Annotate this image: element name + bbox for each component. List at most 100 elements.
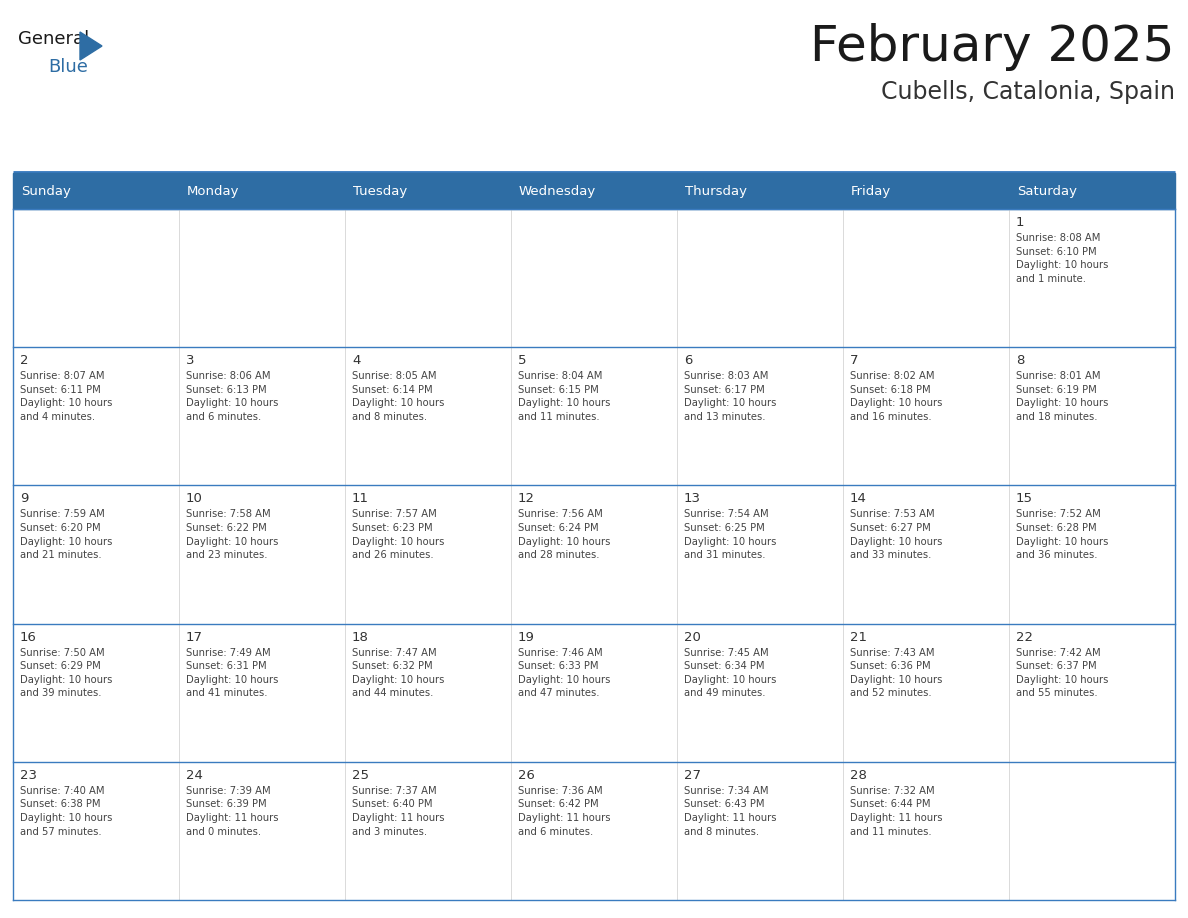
Text: Sunrise: 7:39 AM
Sunset: 6:39 PM
Daylight: 11 hours
and 0 minutes.: Sunrise: 7:39 AM Sunset: 6:39 PM Dayligh… [187, 786, 278, 836]
Text: Saturday: Saturday [1017, 185, 1078, 197]
Text: Sunrise: 7:57 AM
Sunset: 6:23 PM
Daylight: 10 hours
and 26 minutes.: Sunrise: 7:57 AM Sunset: 6:23 PM Dayligh… [352, 509, 444, 560]
Text: Sunday: Sunday [21, 185, 71, 197]
Bar [179, 209, 345, 347]
Bar [511, 762, 677, 900]
Bar [13, 762, 179, 900]
Bar [1009, 762, 1175, 900]
Text: 23: 23 [20, 768, 37, 782]
Text: 20: 20 [684, 631, 701, 644]
Text: Sunrise: 7:46 AM
Sunset: 6:33 PM
Daylight: 10 hours
and 47 minutes.: Sunrise: 7:46 AM Sunset: 6:33 PM Dayligh… [518, 647, 611, 699]
Text: Sunrise: 7:52 AM
Sunset: 6:28 PM
Daylight: 10 hours
and 36 minutes.: Sunrise: 7:52 AM Sunset: 6:28 PM Dayligh… [1016, 509, 1108, 560]
Bar [345, 486, 511, 623]
Text: 2: 2 [20, 354, 29, 367]
Text: Sunrise: 7:32 AM
Sunset: 6:44 PM
Daylight: 11 hours
and 11 minutes.: Sunrise: 7:32 AM Sunset: 6:44 PM Dayligh… [849, 786, 942, 836]
Bar [511, 173, 677, 209]
Text: Blue: Blue [48, 58, 88, 76]
Text: Sunrise: 7:58 AM
Sunset: 6:22 PM
Daylight: 10 hours
and 23 minutes.: Sunrise: 7:58 AM Sunset: 6:22 PM Dayligh… [187, 509, 278, 560]
Bar [1009, 623, 1175, 762]
Text: Sunrise: 7:56 AM
Sunset: 6:24 PM
Daylight: 10 hours
and 28 minutes.: Sunrise: 7:56 AM Sunset: 6:24 PM Dayligh… [518, 509, 611, 560]
Bar [1009, 173, 1175, 209]
Bar [345, 347, 511, 486]
Bar [511, 623, 677, 762]
Bar [677, 173, 843, 209]
Text: Sunrise: 8:01 AM
Sunset: 6:19 PM
Daylight: 10 hours
and 18 minutes.: Sunrise: 8:01 AM Sunset: 6:19 PM Dayligh… [1016, 371, 1108, 422]
Text: 12: 12 [518, 492, 535, 506]
Text: 17: 17 [187, 631, 203, 644]
Text: Wednesday: Wednesday [519, 185, 596, 197]
Text: 22: 22 [1016, 631, 1034, 644]
Text: Sunrise: 7:49 AM
Sunset: 6:31 PM
Daylight: 10 hours
and 41 minutes.: Sunrise: 7:49 AM Sunset: 6:31 PM Dayligh… [187, 647, 278, 699]
Bar [179, 173, 345, 209]
Bar [1009, 347, 1175, 486]
Bar [511, 347, 677, 486]
Bar [511, 486, 677, 623]
Text: General: General [18, 30, 89, 48]
Text: 7: 7 [849, 354, 859, 367]
Bar [345, 173, 511, 209]
Bar [13, 623, 179, 762]
Text: Sunrise: 8:02 AM
Sunset: 6:18 PM
Daylight: 10 hours
and 16 minutes.: Sunrise: 8:02 AM Sunset: 6:18 PM Dayligh… [849, 371, 942, 422]
Text: 16: 16 [20, 631, 37, 644]
Text: 21: 21 [849, 631, 867, 644]
Text: 19: 19 [518, 631, 535, 644]
Bar [843, 347, 1009, 486]
Text: Thursday: Thursday [685, 185, 747, 197]
Text: Sunrise: 7:59 AM
Sunset: 6:20 PM
Daylight: 10 hours
and 21 minutes.: Sunrise: 7:59 AM Sunset: 6:20 PM Dayligh… [20, 509, 113, 560]
Bar [1009, 486, 1175, 623]
Text: Sunrise: 7:34 AM
Sunset: 6:43 PM
Daylight: 11 hours
and 8 minutes.: Sunrise: 7:34 AM Sunset: 6:43 PM Dayligh… [684, 786, 777, 836]
Text: Sunrise: 7:36 AM
Sunset: 6:42 PM
Daylight: 11 hours
and 6 minutes.: Sunrise: 7:36 AM Sunset: 6:42 PM Dayligh… [518, 786, 611, 836]
Text: 5: 5 [518, 354, 526, 367]
Text: Sunrise: 7:45 AM
Sunset: 6:34 PM
Daylight: 10 hours
and 49 minutes.: Sunrise: 7:45 AM Sunset: 6:34 PM Dayligh… [684, 647, 777, 699]
Text: Sunrise: 7:53 AM
Sunset: 6:27 PM
Daylight: 10 hours
and 33 minutes.: Sunrise: 7:53 AM Sunset: 6:27 PM Dayligh… [849, 509, 942, 560]
Text: 27: 27 [684, 768, 701, 782]
Text: Friday: Friday [851, 185, 891, 197]
Text: February 2025: February 2025 [810, 23, 1175, 71]
Bar [843, 762, 1009, 900]
Text: 3: 3 [187, 354, 195, 367]
Text: Sunrise: 8:07 AM
Sunset: 6:11 PM
Daylight: 10 hours
and 4 minutes.: Sunrise: 8:07 AM Sunset: 6:11 PM Dayligh… [20, 371, 113, 422]
Text: Sunrise: 8:05 AM
Sunset: 6:14 PM
Daylight: 10 hours
and 8 minutes.: Sunrise: 8:05 AM Sunset: 6:14 PM Dayligh… [352, 371, 444, 422]
Bar [843, 209, 1009, 347]
Text: 14: 14 [849, 492, 867, 506]
Text: Sunrise: 7:37 AM
Sunset: 6:40 PM
Daylight: 11 hours
and 3 minutes.: Sunrise: 7:37 AM Sunset: 6:40 PM Dayligh… [352, 786, 444, 836]
Bar [677, 347, 843, 486]
Bar [13, 347, 179, 486]
Bar [677, 623, 843, 762]
Text: Sunrise: 7:47 AM
Sunset: 6:32 PM
Daylight: 10 hours
and 44 minutes.: Sunrise: 7:47 AM Sunset: 6:32 PM Dayligh… [352, 647, 444, 699]
Bar [13, 173, 179, 209]
Polygon shape [80, 32, 102, 60]
Bar [511, 209, 677, 347]
Text: 8: 8 [1016, 354, 1024, 367]
Bar [179, 623, 345, 762]
Text: Sunrise: 7:43 AM
Sunset: 6:36 PM
Daylight: 10 hours
and 52 minutes.: Sunrise: 7:43 AM Sunset: 6:36 PM Dayligh… [849, 647, 942, 699]
Text: Sunrise: 8:04 AM
Sunset: 6:15 PM
Daylight: 10 hours
and 11 minutes.: Sunrise: 8:04 AM Sunset: 6:15 PM Dayligh… [518, 371, 611, 422]
Text: 15: 15 [1016, 492, 1034, 506]
Bar [1009, 209, 1175, 347]
Text: 6: 6 [684, 354, 693, 367]
Text: 10: 10 [187, 492, 203, 506]
Bar [179, 762, 345, 900]
Bar [345, 623, 511, 762]
Text: 25: 25 [352, 768, 369, 782]
Bar [677, 486, 843, 623]
Text: 18: 18 [352, 631, 369, 644]
Text: Sunrise: 7:54 AM
Sunset: 6:25 PM
Daylight: 10 hours
and 31 minutes.: Sunrise: 7:54 AM Sunset: 6:25 PM Dayligh… [684, 509, 777, 560]
Text: 9: 9 [20, 492, 29, 506]
Bar [179, 347, 345, 486]
Bar [345, 209, 511, 347]
Text: 13: 13 [684, 492, 701, 506]
Text: Sunrise: 7:40 AM
Sunset: 6:38 PM
Daylight: 10 hours
and 57 minutes.: Sunrise: 7:40 AM Sunset: 6:38 PM Dayligh… [20, 786, 113, 836]
Bar [13, 486, 179, 623]
Text: Sunrise: 7:50 AM
Sunset: 6:29 PM
Daylight: 10 hours
and 39 minutes.: Sunrise: 7:50 AM Sunset: 6:29 PM Dayligh… [20, 647, 113, 699]
Text: 26: 26 [518, 768, 535, 782]
Text: Sunrise: 8:06 AM
Sunset: 6:13 PM
Daylight: 10 hours
and 6 minutes.: Sunrise: 8:06 AM Sunset: 6:13 PM Dayligh… [187, 371, 278, 422]
Text: Monday: Monday [187, 185, 240, 197]
Text: 24: 24 [187, 768, 203, 782]
Text: Sunrise: 7:42 AM
Sunset: 6:37 PM
Daylight: 10 hours
and 55 minutes.: Sunrise: 7:42 AM Sunset: 6:37 PM Dayligh… [1016, 647, 1108, 699]
Text: 4: 4 [352, 354, 360, 367]
Text: Tuesday: Tuesday [353, 185, 407, 197]
Bar [843, 173, 1009, 209]
Text: Sunrise: 8:08 AM
Sunset: 6:10 PM
Daylight: 10 hours
and 1 minute.: Sunrise: 8:08 AM Sunset: 6:10 PM Dayligh… [1016, 233, 1108, 284]
Bar [677, 762, 843, 900]
Bar [179, 486, 345, 623]
